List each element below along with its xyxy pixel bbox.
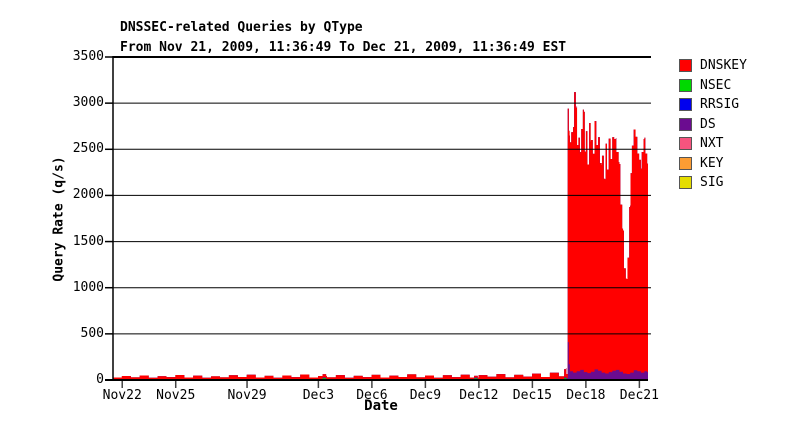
legend-item-sig: SIG bbox=[679, 173, 747, 193]
legend-label-key: KEY bbox=[700, 155, 724, 171]
legend-item-key: KEY bbox=[679, 154, 747, 174]
series-ds-area bbox=[113, 342, 648, 380]
chart-title: DNSSEC-related Queries by QType bbox=[120, 20, 363, 35]
legend-label-nsec: NSEC bbox=[700, 77, 732, 93]
y-tick-label-2500: 2500 bbox=[72, 141, 104, 157]
x-tick-label-Dec21: Dec21 bbox=[619, 388, 659, 403]
legend-item-dnskey: DNSKEY bbox=[679, 56, 747, 76]
x-tick-label-Dec15: Dec15 bbox=[512, 388, 552, 403]
series-dnskey-area bbox=[113, 92, 648, 380]
legend-label-ds: DS bbox=[700, 116, 716, 132]
legend-swatch-nsec-icon bbox=[679, 78, 692, 92]
legend-swatch-sig-icon bbox=[679, 176, 692, 190]
y-tick-label-3500: 3500 bbox=[72, 49, 104, 64]
legend-item-nxt: NXT bbox=[679, 134, 747, 154]
legend-swatch-dnskey-icon bbox=[679, 59, 692, 73]
legend-label-dnskey: DNSKEY bbox=[700, 58, 747, 74]
y-axis-label: Query Rate (q/s) bbox=[51, 156, 67, 282]
legend-item-nsec: NSEC bbox=[679, 76, 747, 96]
chart-subtitle: From Nov 21, 2009, 11:36:49 To Dec 21, 2… bbox=[120, 40, 567, 55]
x-tick-label-Dec3: Dec3 bbox=[302, 388, 335, 403]
y-tick-label-1000: 1000 bbox=[72, 279, 104, 295]
x-tick-label-Nov29: Nov29 bbox=[227, 388, 267, 403]
legend-item-ds: DS bbox=[679, 115, 747, 135]
x-axis-label: Date bbox=[364, 398, 398, 414]
legend-item-rrsig: RRSIG bbox=[679, 95, 747, 115]
chart-legend: DNSKEY NSEC RRSIG DS NXT KEY SIG bbox=[679, 56, 747, 193]
y-tick-label-1500: 1500 bbox=[72, 233, 104, 249]
legend-label-rrsig: RRSIG bbox=[700, 97, 740, 113]
legend-swatch-nxt-icon bbox=[679, 137, 692, 151]
y-tick-label-0: 0 bbox=[96, 372, 104, 387]
y-tick-label-2000: 2000 bbox=[72, 187, 104, 203]
x-tick-label-Nov25: Nov25 bbox=[156, 388, 196, 403]
x-tick-label-Dec12: Dec12 bbox=[459, 388, 499, 403]
x-tick-label-Dec6: Dec6 bbox=[356, 388, 388, 403]
legend-swatch-key-icon bbox=[679, 156, 692, 170]
legend-swatch-ds-icon bbox=[679, 117, 692, 131]
x-tick-label-Nov22: Nov22 bbox=[102, 388, 142, 403]
legend-swatch-rrsig-icon bbox=[679, 98, 692, 112]
y-tick-label-500: 500 bbox=[80, 325, 104, 341]
legend-label-sig: SIG bbox=[700, 175, 724, 191]
legend-label-nxt: NXT bbox=[700, 136, 724, 152]
y-tick-label-3000: 3000 bbox=[72, 95, 104, 111]
x-tick-label-Dec9: Dec9 bbox=[409, 388, 442, 403]
x-tick-label-Dec18: Dec18 bbox=[566, 388, 606, 403]
